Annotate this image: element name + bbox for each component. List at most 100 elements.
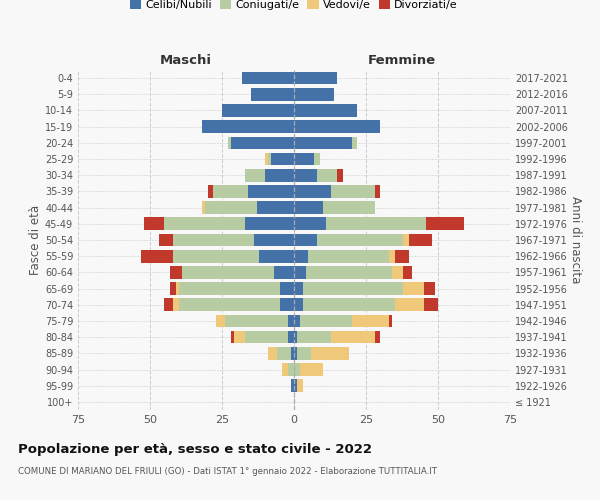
Bar <box>288 363 294 376</box>
Bar <box>294 136 352 149</box>
Bar <box>283 363 288 376</box>
Bar <box>403 282 424 295</box>
Bar <box>182 266 274 278</box>
Bar <box>254 234 294 246</box>
Bar <box>294 72 337 85</box>
Bar <box>392 266 403 278</box>
Bar <box>337 169 343 181</box>
Bar <box>300 363 323 376</box>
Bar <box>233 331 245 344</box>
Bar <box>268 347 277 360</box>
Bar <box>294 347 297 360</box>
Bar <box>268 152 271 166</box>
Bar <box>294 234 317 246</box>
Bar <box>291 347 294 360</box>
Bar <box>142 250 173 262</box>
Bar <box>294 298 302 311</box>
Bar <box>374 185 380 198</box>
Bar <box>300 314 352 328</box>
Bar <box>424 298 438 311</box>
Bar <box>294 380 297 392</box>
Bar <box>409 234 432 246</box>
Bar <box>158 234 173 246</box>
Bar <box>280 282 294 295</box>
Bar <box>427 218 464 230</box>
Bar <box>294 250 308 262</box>
Bar <box>257 202 294 214</box>
Bar <box>317 169 337 181</box>
Bar <box>164 218 245 230</box>
Y-axis label: Anni di nascita: Anni di nascita <box>569 196 582 284</box>
Bar <box>389 314 392 328</box>
Bar <box>294 314 300 328</box>
Bar <box>202 202 205 214</box>
Bar <box>403 234 409 246</box>
Bar <box>395 298 424 311</box>
Bar <box>205 202 257 214</box>
Text: Femmine: Femmine <box>368 54 436 68</box>
Bar <box>251 88 294 101</box>
Bar <box>294 152 314 166</box>
Bar <box>302 282 403 295</box>
Bar <box>222 104 294 117</box>
Text: Maschi: Maschi <box>160 54 212 68</box>
Bar <box>179 282 280 295</box>
Bar <box>294 185 331 198</box>
Bar <box>173 250 259 262</box>
Bar <box>176 282 179 295</box>
Bar <box>308 250 389 262</box>
Bar <box>331 185 374 198</box>
Bar <box>294 104 358 117</box>
Y-axis label: Fasce di età: Fasce di età <box>29 205 42 275</box>
Text: Popolazione per età, sesso e stato civile - 2022: Popolazione per età, sesso e stato civil… <box>18 442 372 456</box>
Bar <box>259 250 294 262</box>
Bar <box>274 266 294 278</box>
Bar <box>331 331 374 344</box>
Bar <box>294 120 380 133</box>
Bar <box>228 136 230 149</box>
Bar <box>173 234 254 246</box>
Bar <box>317 234 403 246</box>
Bar <box>424 282 435 295</box>
Bar <box>277 347 291 360</box>
Bar <box>179 298 280 311</box>
Bar <box>294 218 326 230</box>
Bar <box>311 347 349 360</box>
Bar <box>294 363 300 376</box>
Bar <box>225 314 288 328</box>
Bar <box>291 380 294 392</box>
Bar <box>280 298 294 311</box>
Bar <box>144 218 164 230</box>
Bar <box>314 152 320 166</box>
Bar <box>297 347 311 360</box>
Bar <box>216 314 225 328</box>
Bar <box>302 298 395 311</box>
Bar <box>352 314 389 328</box>
Bar <box>265 152 268 166</box>
Bar <box>294 282 302 295</box>
Bar <box>374 331 380 344</box>
Bar <box>208 185 214 198</box>
Bar <box>245 218 294 230</box>
Bar <box>294 88 334 101</box>
Bar <box>288 331 294 344</box>
Bar <box>288 314 294 328</box>
Bar <box>305 266 392 278</box>
Text: COMUNE DI MARIANO DEL FRIULI (GO) - Dati ISTAT 1° gennaio 2022 - Elaborazione TU: COMUNE DI MARIANO DEL FRIULI (GO) - Dati… <box>18 468 437 476</box>
Bar <box>230 136 294 149</box>
Bar <box>395 250 409 262</box>
Bar <box>297 380 302 392</box>
Bar <box>173 298 179 311</box>
Bar <box>352 136 358 149</box>
Bar <box>245 331 288 344</box>
Bar <box>245 169 265 181</box>
Bar <box>164 298 173 311</box>
Bar <box>297 331 331 344</box>
Bar <box>248 185 294 198</box>
Bar <box>242 72 294 85</box>
Bar <box>323 202 374 214</box>
Bar <box>202 120 294 133</box>
Legend: Celibi/Nubili, Coniugati/e, Vedovi/e, Divorziati/e: Celibi/Nubili, Coniugati/e, Vedovi/e, Di… <box>126 0 462 14</box>
Bar <box>294 331 297 344</box>
Bar <box>271 152 294 166</box>
